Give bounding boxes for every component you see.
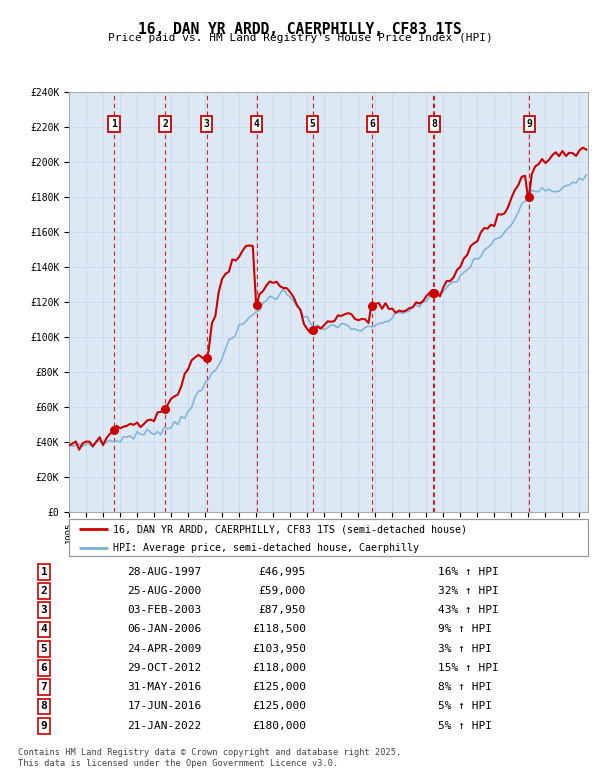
- Text: 17-JUN-2016: 17-JUN-2016: [127, 701, 202, 711]
- Text: 8% ↑ HPI: 8% ↑ HPI: [439, 682, 493, 692]
- Text: £46,995: £46,995: [259, 567, 306, 577]
- Text: 6: 6: [370, 119, 376, 129]
- Text: £118,500: £118,500: [252, 624, 306, 634]
- Text: 16, DAN YR ARDD, CAERPHILLY, CF83 1TS: 16, DAN YR ARDD, CAERPHILLY, CF83 1TS: [138, 22, 462, 36]
- Text: Contains HM Land Registry data © Crown copyright and database right 2025.
This d: Contains HM Land Registry data © Crown c…: [18, 748, 401, 768]
- Text: £125,000: £125,000: [252, 682, 306, 692]
- Text: 9% ↑ HPI: 9% ↑ HPI: [439, 624, 493, 634]
- Text: 6: 6: [41, 663, 47, 673]
- Text: 5% ↑ HPI: 5% ↑ HPI: [439, 721, 493, 731]
- Text: 4: 4: [254, 119, 259, 129]
- Text: 5: 5: [41, 644, 47, 654]
- Text: 5% ↑ HPI: 5% ↑ HPI: [439, 701, 493, 711]
- Text: 4: 4: [41, 624, 47, 634]
- Text: 3% ↑ HPI: 3% ↑ HPI: [439, 644, 493, 654]
- Text: Price paid vs. HM Land Registry's House Price Index (HPI): Price paid vs. HM Land Registry's House …: [107, 33, 493, 43]
- Text: 24-APR-2009: 24-APR-2009: [127, 644, 202, 654]
- Text: 43% ↑ HPI: 43% ↑ HPI: [439, 605, 499, 615]
- Text: £59,000: £59,000: [259, 586, 306, 596]
- Text: 29-OCT-2012: 29-OCT-2012: [127, 663, 202, 673]
- Text: 16, DAN YR ARDD, CAERPHILLY, CF83 1TS (semi-detached house): 16, DAN YR ARDD, CAERPHILLY, CF83 1TS (s…: [113, 524, 467, 534]
- FancyBboxPatch shape: [69, 519, 588, 556]
- Text: 25-AUG-2000: 25-AUG-2000: [127, 586, 202, 596]
- Text: £125,000: £125,000: [252, 701, 306, 711]
- Text: 1: 1: [111, 119, 117, 129]
- Text: 5: 5: [310, 119, 316, 129]
- Text: HPI: Average price, semi-detached house, Caerphilly: HPI: Average price, semi-detached house,…: [113, 543, 419, 553]
- Text: 3: 3: [204, 119, 209, 129]
- Text: £103,950: £103,950: [252, 644, 306, 654]
- Text: 03-FEB-2003: 03-FEB-2003: [127, 605, 202, 615]
- Text: 3: 3: [41, 605, 47, 615]
- Text: 32% ↑ HPI: 32% ↑ HPI: [439, 586, 499, 596]
- Text: 8: 8: [41, 701, 47, 711]
- Text: 06-JAN-2006: 06-JAN-2006: [127, 624, 202, 634]
- Text: 7: 7: [41, 682, 47, 692]
- Text: £118,000: £118,000: [252, 663, 306, 673]
- Text: 15% ↑ HPI: 15% ↑ HPI: [439, 663, 499, 673]
- Text: £87,950: £87,950: [259, 605, 306, 615]
- Text: 2: 2: [41, 586, 47, 596]
- Text: 28-AUG-1997: 28-AUG-1997: [127, 567, 202, 577]
- Text: 21-JAN-2022: 21-JAN-2022: [127, 721, 202, 731]
- Text: 9: 9: [41, 721, 47, 731]
- Text: 31-MAY-2016: 31-MAY-2016: [127, 682, 202, 692]
- Text: 8: 8: [431, 119, 437, 129]
- Text: 9: 9: [527, 119, 532, 129]
- Text: 2: 2: [162, 119, 168, 129]
- Text: £180,000: £180,000: [252, 721, 306, 731]
- Text: 16% ↑ HPI: 16% ↑ HPI: [439, 567, 499, 577]
- Text: 1: 1: [41, 567, 47, 577]
